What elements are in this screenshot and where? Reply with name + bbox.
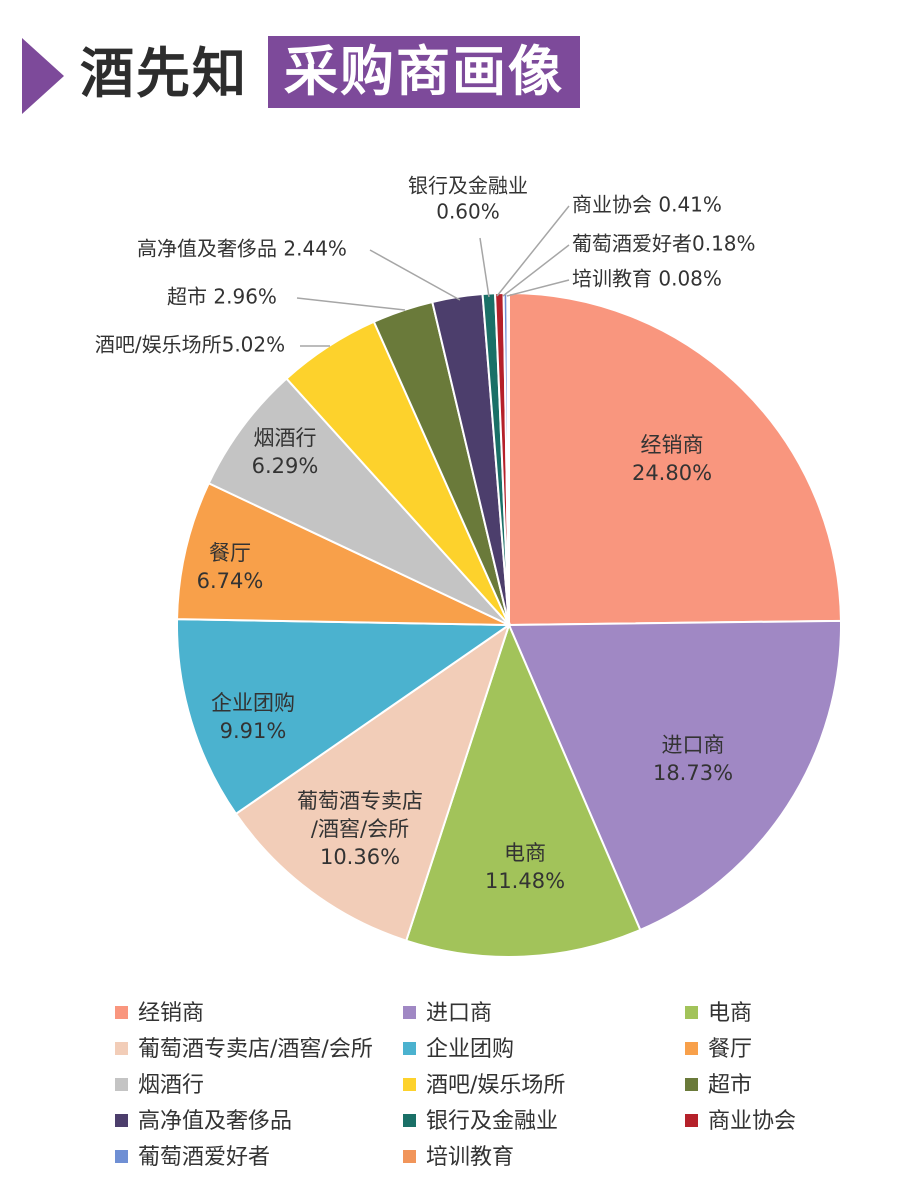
legend-swatch — [115, 1113, 128, 1127]
legend-swatch — [403, 1077, 416, 1091]
slice-label-7-0: 酒吧/娱乐场所5.02% — [95, 333, 285, 357]
slice-label-2-1: 11.48% — [485, 869, 565, 893]
legend-item: 葡萄酒专卖店/酒窖/会所 — [115, 1032, 373, 1068]
page-subtitle-banner: 采购商画像 — [268, 36, 580, 108]
slice-label-3-1: /酒窖/会所 — [311, 817, 409, 841]
slice-label-8-0: 超市 2.96% — [167, 285, 277, 309]
pie-slice-6 — [207, 377, 510, 626]
legend-item: 经销商 — [115, 996, 204, 1032]
legend-label: 进口商 — [426, 1001, 493, 1026]
legend-label: 葡萄酒爱好者 — [138, 1145, 271, 1170]
legend-swatch — [403, 1005, 416, 1019]
legend-swatch — [115, 1077, 128, 1091]
slice-label-5-0: 餐厅 — [209, 541, 251, 565]
pie-slice-3 — [234, 622, 511, 942]
legend-label: 企业团购 — [426, 1037, 515, 1062]
legend-swatch — [115, 1041, 128, 1055]
title-arrow-icon — [22, 38, 64, 114]
legend-label: 银行及金融业 — [426, 1109, 559, 1134]
pie-slices — [176, 291, 842, 959]
slice-label-5-1: 6.74% — [197, 569, 264, 593]
slice-label-1-0: 进口商 — [662, 733, 725, 757]
pie-chart: 经销商 24.80% 进口商 18.73% 电商 11.48% 葡萄酒专卖店/酒窖/会所 10… — [95, 174, 842, 959]
legend-item: 企业团购 — [403, 1032, 514, 1068]
pie-slice-4 — [176, 618, 513, 816]
slice-label-2-0: 电商 — [504, 841, 546, 865]
slice-labels: 经销商 24.80% 进口商 18.73% 电商 11.48% 葡萄酒专卖店/酒窖/会所 10… — [95, 174, 756, 894]
pie-slice-1 — [507, 619, 842, 932]
legend-swatch — [685, 1005, 698, 1019]
legend-item: 商业协会 — [685, 1104, 796, 1140]
leader-line-11 — [496, 205, 570, 297]
legend-label: 烟酒行 — [138, 1073, 205, 1098]
legend-item: 电商 — [685, 996, 752, 1032]
legend-label: 商业协会 — [708, 1109, 797, 1134]
leader-line-12 — [502, 244, 570, 297]
slice-label-11-0: 商业协会 0.41% — [572, 193, 722, 217]
legend-label: 超市 — [708, 1073, 753, 1098]
legend-label: 高净值及奢侈品 — [138, 1109, 293, 1134]
legend-item: 银行及金融业 — [403, 1104, 558, 1140]
slice-label-6-1: 6.29% — [252, 454, 319, 478]
pie-slice-0 — [508, 291, 842, 627]
legend-label: 餐厅 — [708, 1037, 753, 1062]
legend-swatch — [115, 1005, 128, 1019]
slice-label-0-1: 24.80% — [632, 461, 712, 485]
legend-item: 培训教育 — [403, 1140, 514, 1176]
legend-item: 餐厅 — [685, 1032, 752, 1068]
slice-label-3-0: 葡萄酒专卖店 — [297, 789, 423, 813]
legend-swatch — [685, 1113, 698, 1127]
slice-label-13-0: 培训教育 0.08% — [572, 267, 722, 291]
legend-swatch — [403, 1113, 416, 1127]
leader-line-13 — [506, 279, 570, 297]
slice-label-10-0: 银行及金融业 — [408, 174, 528, 198]
slice-label-4-0: 企业团购 — [211, 691, 295, 715]
legend-item: 超市 — [685, 1068, 752, 1104]
legend-item: 葡萄酒爱好者 — [115, 1140, 270, 1176]
legend-item: 酒吧/娱乐场所 — [403, 1068, 565, 1104]
slice-label-1-1: 18.73% — [653, 761, 733, 785]
legend-swatch — [403, 1149, 416, 1163]
legend-swatch — [685, 1077, 698, 1091]
slice-label-10-1: 0.60% — [436, 200, 500, 224]
legend-label: 培训教育 — [426, 1145, 515, 1170]
pie-slice-2 — [404, 622, 642, 959]
leader-line-9 — [369, 249, 461, 301]
legend-item: 高净值及奢侈品 — [115, 1104, 292, 1140]
pie-slice-5 — [176, 481, 510, 626]
leader-lines — [296, 205, 570, 347]
slice-label-0-0: 经销商 — [641, 433, 704, 457]
slice-label-3-2: 10.36% — [320, 845, 400, 869]
leader-line-8 — [296, 297, 406, 311]
legend-label: 葡萄酒专卖店/酒窖/会所 — [138, 1037, 373, 1062]
legend-swatch — [115, 1149, 128, 1163]
legend-item: 烟酒行 — [115, 1068, 204, 1104]
legend-swatch — [403, 1041, 416, 1055]
legend-label: 酒吧/娱乐场所 — [426, 1073, 566, 1098]
slice-label-6-0: 烟酒行 — [254, 426, 317, 450]
legend-swatch — [685, 1041, 698, 1055]
slice-label-4-1: 9.91% — [220, 719, 287, 743]
legend-label: 经销商 — [138, 1001, 205, 1026]
slice-label-9-0: 高净值及奢侈品 2.44% — [137, 237, 347, 261]
legend-item: 进口商 — [403, 996, 492, 1032]
page-title: 酒先知 — [80, 42, 248, 105]
slice-label-12-0: 葡萄酒爱好者0.18% — [572, 232, 756, 256]
page-header: 酒先知 采购商画像 — [0, 0, 915, 120]
legend-label: 电商 — [708, 1001, 753, 1026]
leader-line-10 — [479, 237, 490, 298]
